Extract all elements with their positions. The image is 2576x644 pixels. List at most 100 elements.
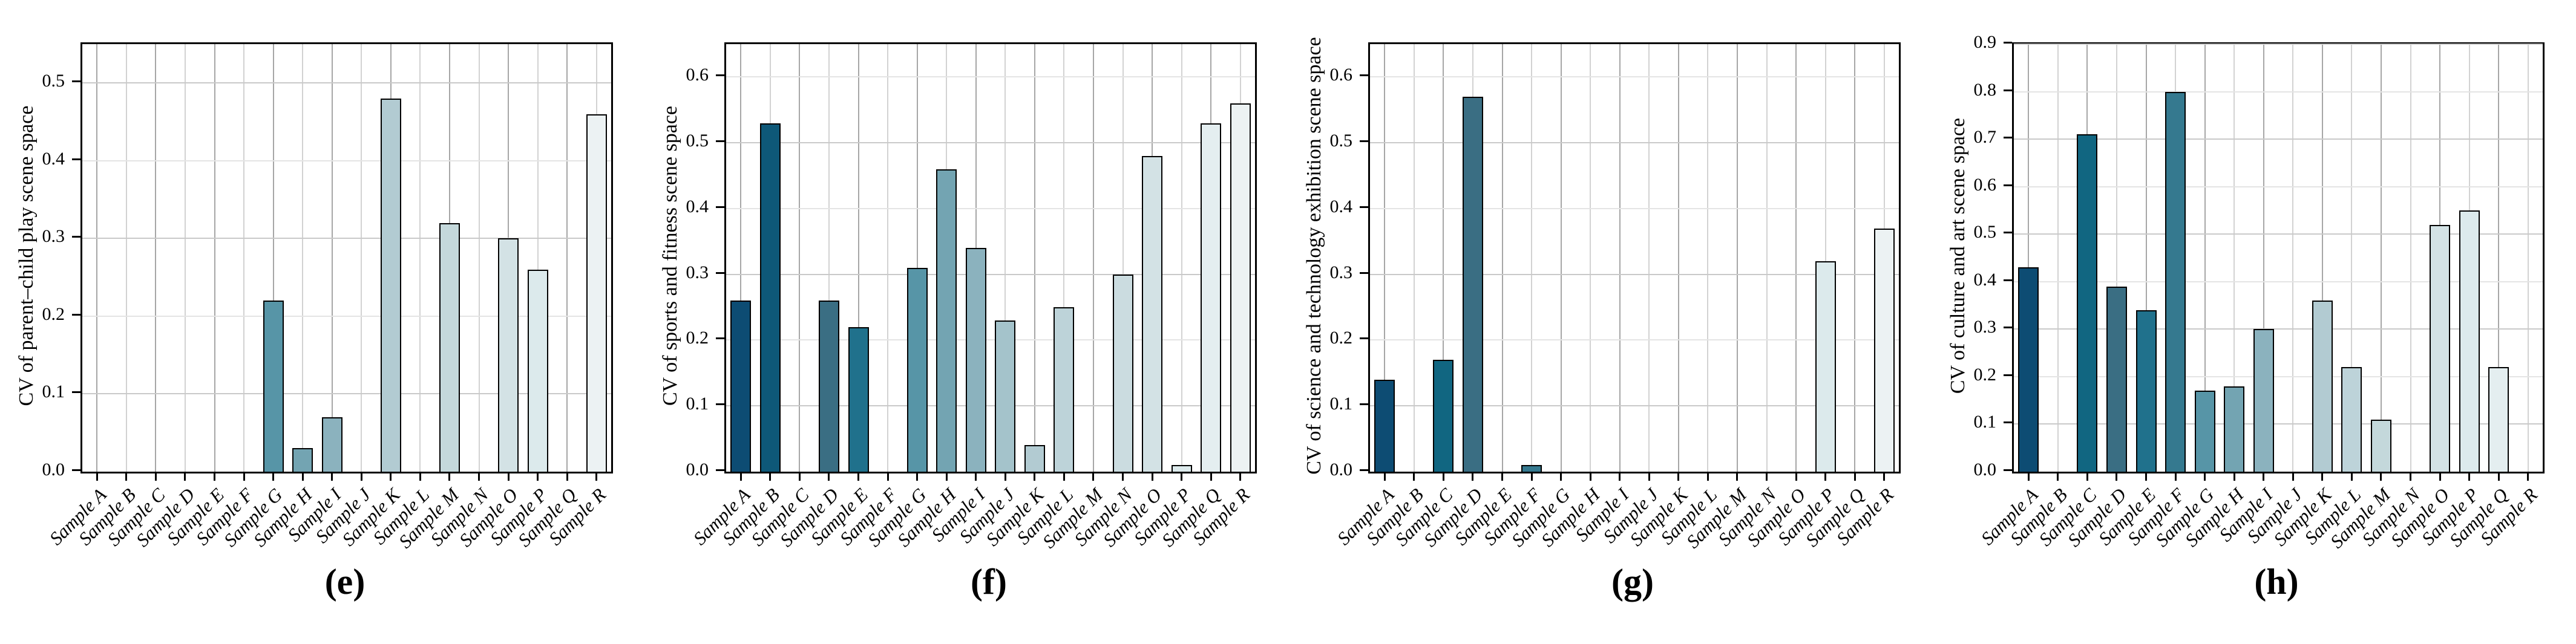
gridline-vertical [2234, 44, 2235, 472]
x-tick [2292, 473, 2294, 481]
y-tick [1360, 140, 1368, 143]
gridline-horizontal [1370, 273, 1899, 275]
gridline-horizontal [2014, 281, 2543, 282]
x-tick [1883, 473, 1886, 481]
y-tick-label: 0.5 [1329, 131, 1353, 151]
y-tick-label: 0.4 [686, 196, 709, 216]
y-tick [72, 313, 80, 316]
x-tick [1413, 473, 1415, 481]
gridline-horizontal [2014, 91, 2543, 93]
gridline-vertical [2204, 44, 2206, 472]
y-tick [716, 74, 724, 77]
gridline-vertical [799, 44, 801, 472]
x-tick [1442, 473, 1444, 481]
x-tick [1181, 473, 1183, 481]
bar-sample-k [1024, 445, 1045, 472]
gridline-vertical [272, 44, 274, 472]
x-tick [1092, 473, 1095, 481]
gridline-horizontal [2014, 328, 2543, 330]
bar-sample-g [906, 268, 928, 472]
bar-sample-a [730, 301, 752, 472]
x-tick [1589, 473, 1591, 481]
gridline-vertical [2145, 44, 2147, 472]
y-tick-label: 0.2 [42, 304, 65, 324]
y-tick [72, 80, 80, 83]
y-tick [716, 469, 724, 471]
y-tick-label: 0.5 [42, 71, 65, 91]
y-tick [2004, 279, 2012, 281]
gridline-vertical [1648, 44, 1650, 472]
plot-area [80, 42, 613, 473]
y-tick [2004, 469, 2012, 471]
gridline-horizontal [726, 207, 1255, 209]
y-tick-label: 0.2 [686, 328, 709, 348]
panel-caption: (h) [2254, 562, 2299, 602]
y-tick [72, 236, 80, 238]
x-tick [507, 473, 510, 481]
y-tick-label: 0.3 [1973, 317, 1997, 337]
bar-sample-m [2370, 420, 2391, 472]
x-tick [1619, 473, 1621, 481]
bar-sample-d [1462, 97, 1483, 472]
gridline-horizontal [726, 76, 1255, 78]
panel-caption: (e) [324, 562, 365, 602]
y-tick-label: 0.6 [686, 65, 709, 85]
x-tick [125, 473, 128, 481]
gridline-horizontal [2014, 423, 2543, 425]
bar-sample-p [527, 270, 548, 472]
x-tick [448, 473, 451, 481]
gridline-horizontal [2014, 186, 2543, 187]
gridline-vertical [828, 44, 830, 472]
gridline-vertical [1443, 44, 1444, 472]
gridline-vertical [537, 44, 539, 472]
plot-area [724, 42, 1257, 473]
bar-sample-k [2312, 301, 2333, 472]
y-tick [1360, 74, 1368, 77]
x-tick [1501, 473, 1503, 481]
y-tick-label: 0.1 [42, 382, 65, 402]
gridline-vertical [1413, 44, 1415, 472]
gridline-horizontal [1370, 339, 1899, 341]
bar-sample-q [1201, 123, 1222, 472]
x-tick [2527, 473, 2529, 481]
x-tick [945, 473, 948, 481]
bar-sample-d [818, 301, 839, 472]
y-tick-label: 0.0 [686, 460, 709, 480]
plot-area [1368, 42, 1901, 473]
x-tick [2174, 473, 2177, 481]
plot-area [2012, 42, 2545, 473]
x-tick [2233, 473, 2235, 481]
x-tick [243, 473, 245, 481]
y-tick-label: 0.5 [686, 131, 709, 151]
y-tick [72, 469, 80, 471]
x-tick [419, 473, 421, 481]
y-tick-label: 0.1 [1329, 394, 1353, 414]
bar-sample-l [2341, 367, 2362, 472]
y-tick-label: 0.9 [1973, 32, 1997, 52]
y-tick-label: 0.4 [1329, 196, 1353, 216]
x-tick [1795, 473, 1797, 481]
y-tick-label: 0.3 [42, 226, 65, 247]
y-tick-label: 0.3 [1329, 262, 1353, 282]
x-tick [2380, 473, 2382, 481]
y-tick [716, 140, 724, 143]
bar-sample-g [263, 301, 284, 472]
gridline-vertical [125, 44, 127, 472]
gridline-horizontal [82, 82, 611, 84]
x-tick [1677, 473, 1680, 481]
gridline-vertical [184, 44, 186, 472]
y-tick [2004, 184, 2012, 186]
x-tick [857, 473, 859, 481]
x-tick [2204, 473, 2206, 481]
x-tick [2263, 473, 2265, 481]
bar-sample-n [1112, 275, 1133, 472]
y-tick-label: 0.4 [42, 148, 65, 169]
gridline-vertical [1854, 44, 1856, 472]
gridline-horizontal [726, 142, 1255, 144]
gridline-vertical [1384, 44, 1386, 472]
gridline-horizontal [1370, 76, 1899, 78]
y-tick [1360, 469, 1368, 471]
y-axis-label: CV of culture and art scene space [1947, 117, 1969, 394]
gridline-vertical [2292, 44, 2294, 472]
bar-sample-b [759, 123, 781, 472]
